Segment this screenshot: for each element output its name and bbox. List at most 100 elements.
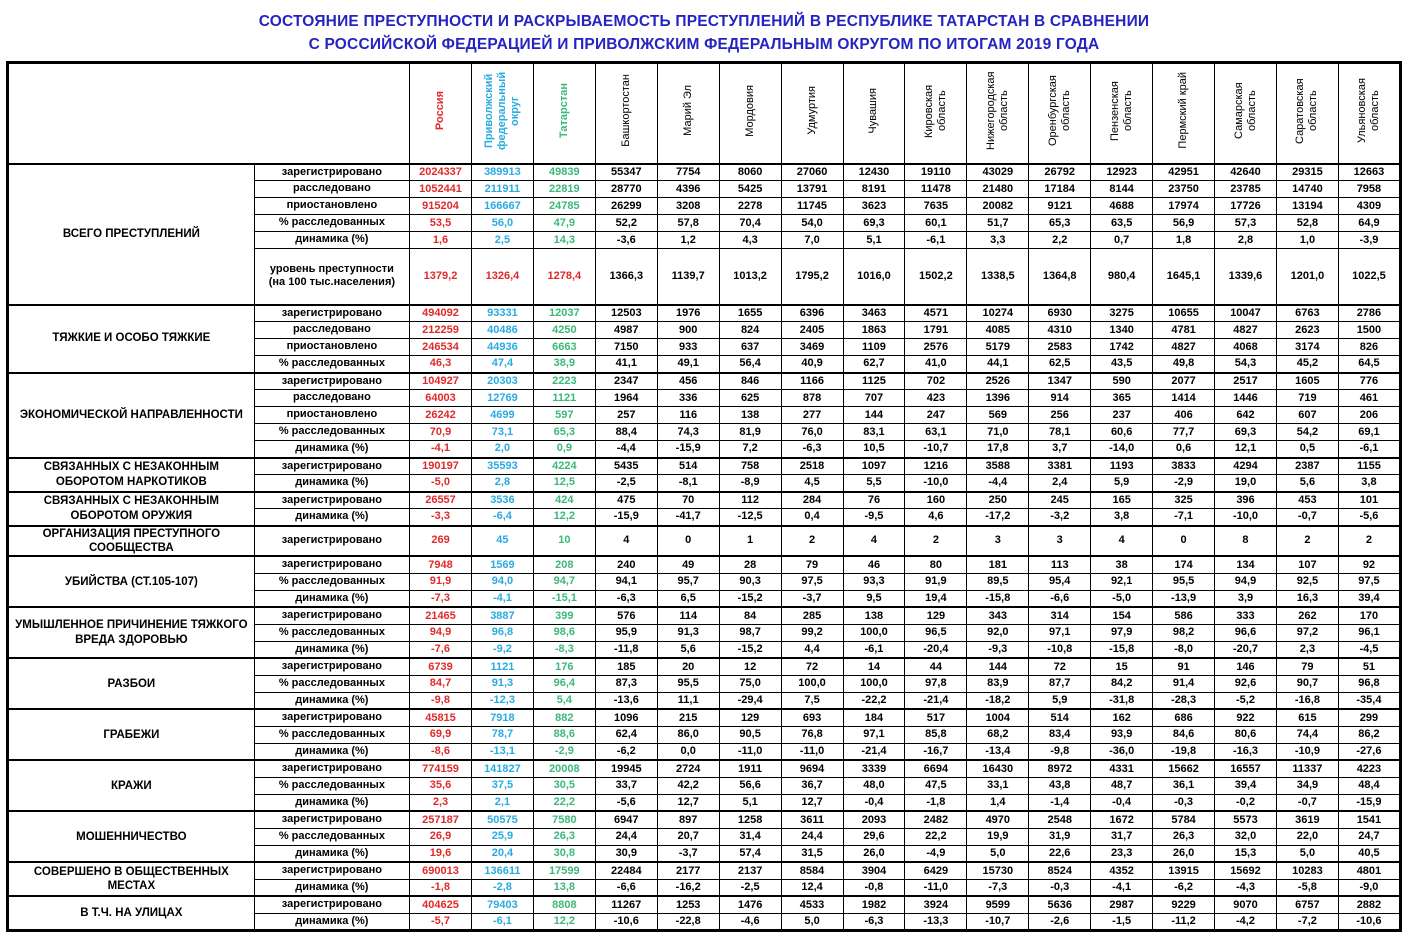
value-cell: 25,9 xyxy=(470,827,534,846)
value-cell: -6,1 xyxy=(904,231,968,249)
value-cell: 0,0 xyxy=(656,742,720,761)
value-cell: 79403 xyxy=(470,895,534,914)
value-cell: -15,9 xyxy=(1337,793,1402,812)
value-cell: 94,0 xyxy=(470,572,534,591)
value-cell: 76,8 xyxy=(780,725,844,744)
value-cell: 6757 xyxy=(1275,895,1339,914)
value-cell: 4827 xyxy=(1152,338,1216,356)
value-cell: 586 xyxy=(1152,606,1216,625)
value-cell: 3,9 xyxy=(1214,589,1277,608)
value-cell: 9121 xyxy=(1028,197,1092,215)
region-header-label: Пензенская область xyxy=(1108,80,1134,141)
value-cell: 17974 xyxy=(1152,197,1216,215)
table-row: % расследованных 69,9 78,7 88,6 62,4 86,0 90,5… xyxy=(8,725,1402,744)
value-cell: 6947 xyxy=(594,810,658,829)
value-cell: 26,0 xyxy=(842,844,906,863)
value-cell: 72 xyxy=(780,657,844,676)
value-cell: 75,0 xyxy=(718,674,782,693)
value-cell: 160 xyxy=(904,490,968,509)
value-cell: 7958 xyxy=(1337,180,1402,198)
value-cell: 13,8 xyxy=(532,878,596,897)
value-cell: 7754 xyxy=(656,162,720,181)
value-cell: 453 xyxy=(1275,490,1339,509)
value-cell: 6694 xyxy=(904,759,968,778)
value-cell: 6763 xyxy=(1275,303,1339,322)
region-header: Приволжский федеральный округ xyxy=(470,61,534,165)
value-cell: 6663 xyxy=(532,338,596,356)
value-cell: 93331 xyxy=(470,303,534,322)
value-cell: 690013 xyxy=(409,861,472,880)
table-row: уровень преступности (на 100 тыс.населен… xyxy=(8,248,1402,305)
value-cell: 6,5 xyxy=(656,589,720,608)
value-cell: 897 xyxy=(656,810,720,829)
value-cell: 15692 xyxy=(1214,861,1277,880)
value-cell: -18,2 xyxy=(966,691,1030,710)
value-cell: 91,9 xyxy=(904,572,968,591)
value-cell: 325 xyxy=(1152,490,1216,509)
value-cell: -15,2 xyxy=(718,640,782,659)
value-cell: 686 xyxy=(1152,708,1216,727)
value-cell: 92,6 xyxy=(1214,674,1277,693)
value-cell: 63,1 xyxy=(904,423,968,441)
value-cell: -19,8 xyxy=(1152,742,1216,761)
value-cell: 21465 xyxy=(409,606,472,625)
value-cell: 4 xyxy=(842,524,906,557)
value-cell: 1,2 xyxy=(656,231,720,249)
value-cell: 1645,1 xyxy=(1152,248,1216,305)
value-cell: 9,5 xyxy=(842,589,906,608)
value-cell: 112 xyxy=(718,490,782,509)
value-cell: 10283 xyxy=(1275,861,1339,880)
metric-cell: зарегистрировано xyxy=(253,555,411,574)
value-cell: 299 xyxy=(1337,708,1402,727)
value-cell: 144 xyxy=(842,406,906,424)
value-cell: 17599 xyxy=(532,861,596,880)
value-cell: 1791 xyxy=(904,321,968,339)
value-cell: 70 xyxy=(656,490,720,509)
value-cell: 86,0 xyxy=(656,725,720,744)
value-cell: 5,4 xyxy=(532,691,596,710)
value-cell: -0,8 xyxy=(842,878,906,897)
value-cell: 23,3 xyxy=(1090,844,1154,863)
value-cell: 10,5 xyxy=(842,440,906,458)
value-cell: 9694 xyxy=(780,759,844,778)
value-cell: 1 xyxy=(718,524,782,557)
value-cell: -13,9 xyxy=(1152,589,1216,608)
value-cell: 0,9 xyxy=(532,440,596,458)
value-cell: -3,7 xyxy=(656,844,720,863)
value-cell: 3887 xyxy=(470,606,534,625)
metric-cell: зарегистрировано xyxy=(253,490,411,509)
value-cell: 882 xyxy=(532,708,596,727)
value-cell: 461 xyxy=(1337,389,1402,407)
value-cell: 35,6 xyxy=(409,776,472,795)
value-cell: 1976 xyxy=(656,303,720,322)
value-cell: 57,4 xyxy=(718,844,782,863)
table-row: приостановлено 26242 4699 597 257 116 138 277 14… xyxy=(8,406,1402,424)
value-cell: 20082 xyxy=(966,197,1030,215)
value-cell: -0,7 xyxy=(1275,508,1339,526)
region-header-label: Приволжский федеральный округ xyxy=(482,71,521,150)
value-cell: 2517 xyxy=(1214,371,1277,390)
value-cell: 285 xyxy=(780,606,844,625)
value-cell: -11,2 xyxy=(1152,912,1216,931)
value-cell: 12430 xyxy=(842,162,906,181)
value-cell: 39,4 xyxy=(1337,589,1402,608)
value-cell: 693 xyxy=(780,708,844,727)
metric-cell: зарегистрировано xyxy=(253,162,411,181)
value-cell: -9,3 xyxy=(966,640,1030,659)
value-cell: 250 xyxy=(966,490,1030,509)
value-cell: 8 xyxy=(1214,524,1277,557)
metric-cell: динамика (%) xyxy=(253,793,411,812)
value-cell: 5,5 xyxy=(842,474,906,492)
value-cell: 3833 xyxy=(1152,456,1216,475)
value-cell: 100,0 xyxy=(780,674,844,693)
value-cell: 68,2 xyxy=(966,725,1030,744)
metric-cell: % расследованных xyxy=(253,572,411,591)
value-cell: 62,5 xyxy=(1028,355,1092,373)
value-cell: 10047 xyxy=(1214,303,1277,322)
value-cell: -22,8 xyxy=(656,912,720,931)
metric-cell: % расследованных xyxy=(253,623,411,642)
value-cell: 1216 xyxy=(904,456,968,475)
value-cell: 78,1 xyxy=(1028,423,1092,441)
value-cell: 45815 xyxy=(409,708,472,727)
value-cell: 146 xyxy=(1214,657,1277,676)
